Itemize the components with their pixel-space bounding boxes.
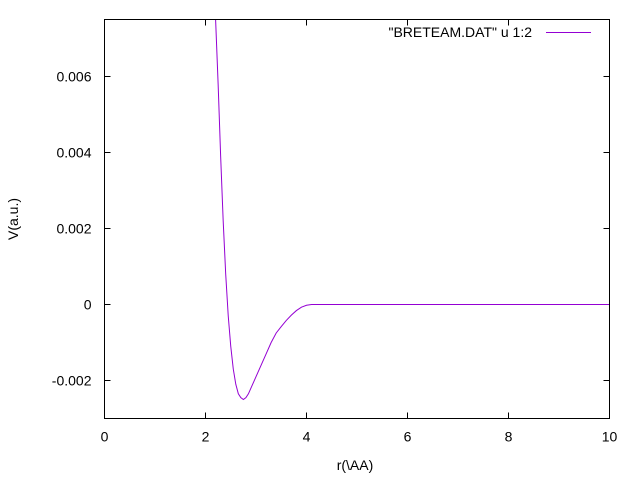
y-tick-label: 0: [84, 297, 92, 313]
tick-marks: [104, 19, 610, 419]
x-tick-label: 4: [303, 429, 311, 445]
plot-frame: [104, 19, 610, 419]
x-tick-label: 6: [404, 429, 412, 445]
legend-label: "BRETEAM.DAT" u 1:2: [389, 24, 533, 40]
x-tick-label: 8: [505, 429, 513, 445]
x-axis-label: r(\AA): [337, 457, 374, 473]
x-tick-label: 10: [602, 429, 618, 445]
series-line: [215, 19, 610, 401]
x-tick-label: 2: [202, 429, 210, 445]
y-tick-labels: -0.002 0 0.002 0.004 0.006: [52, 69, 92, 389]
x-tick-labels: 0 2 4 6 8 10: [101, 429, 618, 445]
y-tick-label: -0.002: [52, 373, 92, 389]
y-axis-label: V(a.u.): [5, 198, 21, 240]
y-tick-label: 0.004: [56, 145, 91, 161]
x-tick-label: 0: [101, 429, 109, 445]
legend: "BRETEAM.DAT" u 1:2: [389, 24, 591, 40]
y-tick-label: 0.006: [56, 69, 91, 85]
y-tick-label: 0.002: [56, 221, 91, 237]
